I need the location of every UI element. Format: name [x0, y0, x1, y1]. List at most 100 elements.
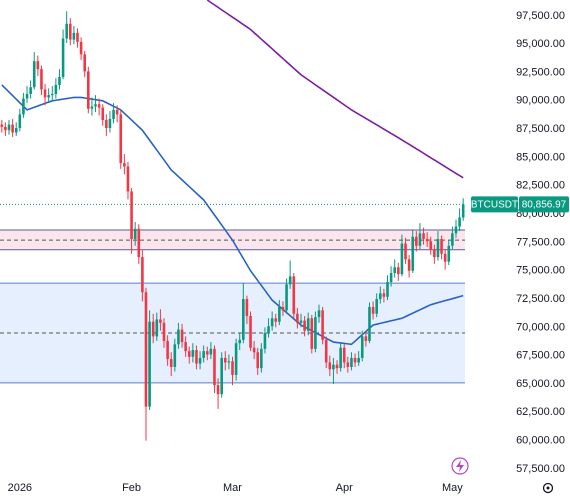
candle-body	[162, 322, 166, 341]
candle-body	[389, 272, 393, 283]
lightning-button[interactable]	[451, 457, 469, 475]
candle-body	[285, 284, 288, 311]
candle-body	[411, 236, 415, 271]
candle-body	[22, 98, 25, 115]
candle-body	[267, 326, 270, 334]
candle-body	[133, 228, 137, 239]
candle-body	[18, 114, 22, 128]
candle-body	[83, 54, 87, 72]
candle-body	[108, 118, 112, 128]
candle-body	[425, 239, 429, 242]
candle-body	[90, 106, 94, 109]
candle-body	[187, 351, 191, 357]
candle-body	[433, 249, 436, 258]
x-tick-label: Mar	[223, 482, 242, 494]
candle-body	[65, 23, 68, 39]
candle-body	[213, 348, 216, 386]
candle-body	[25, 94, 29, 99]
candle-body	[404, 243, 407, 260]
candle-body	[458, 217, 461, 227]
candle-body	[36, 61, 40, 70]
candle-body	[4, 126, 7, 131]
symbol-tag	[471, 196, 518, 213]
candle-body	[101, 107, 105, 121]
candle-body	[87, 71, 90, 109]
candle-body	[303, 320, 306, 331]
settings-icon[interactable]	[542, 482, 554, 494]
candle-body	[332, 364, 335, 370]
candle-body	[342, 347, 346, 363]
candle-body	[155, 319, 159, 337]
y-tick-label: 75,000.00	[516, 265, 565, 277]
candle-body	[191, 350, 195, 357]
moving-average	[1, 84, 464, 346]
candle-body	[386, 282, 389, 297]
price-tag	[519, 196, 569, 213]
y-tick-label: 85,000.00	[516, 151, 565, 163]
y-tick-label: 82,500.00	[516, 180, 565, 192]
candle-body	[317, 310, 321, 318]
candle-body	[461, 204, 465, 218]
candle-body	[281, 306, 285, 311]
candle-body	[105, 120, 108, 128]
y-tick-label: 77,500.00	[516, 236, 565, 248]
y-tick-label: 95,000.00	[516, 38, 565, 50]
price-label: 80,856.97	[522, 200, 567, 211]
moving-average	[206, 0, 464, 179]
y-tick-label: 90,000.00	[516, 95, 565, 107]
candle-body	[292, 276, 296, 314]
candle-body	[119, 114, 123, 164]
x-tick-label: May	[442, 482, 463, 494]
candle-body	[227, 361, 231, 363]
candle-body	[223, 357, 227, 363]
candle-body	[350, 357, 353, 367]
candle-body	[47, 95, 50, 98]
candle-body	[14, 127, 18, 133]
candle-body	[68, 23, 72, 40]
candle-body	[375, 299, 378, 314]
candle-body	[299, 320, 303, 323]
candle-body	[220, 357, 223, 395]
x-tick-label: 2026	[8, 482, 32, 494]
candle-body	[440, 239, 443, 254]
candle-body	[7, 124, 11, 131]
candle-body	[364, 336, 368, 341]
candle-body	[256, 352, 260, 369]
candle-body	[54, 84, 58, 95]
candle-body	[195, 350, 198, 364]
candle-body	[97, 104, 101, 108]
x-tick-label: Apr	[336, 482, 353, 494]
candle-body	[58, 77, 61, 85]
candle-body	[72, 32, 76, 40]
candle-body	[278, 306, 281, 322]
candle-body	[205, 351, 209, 355]
candle-body	[415, 236, 418, 246]
candle-body	[151, 321, 155, 337]
y-tick-label: 70,000.00	[516, 321, 565, 333]
symbol-label: BTCUSDT	[471, 200, 518, 211]
candle-body	[11, 124, 14, 133]
candle-body	[321, 310, 324, 340]
candle-body	[76, 32, 79, 42]
candle-body	[216, 385, 220, 395]
candle-body	[169, 359, 173, 367]
candle-body	[429, 241, 433, 250]
candle-body	[242, 299, 245, 340]
candle-body	[397, 267, 400, 275]
y-tick-label: 60,000.00	[516, 435, 565, 447]
y-tick-label: 62,500.00	[516, 406, 565, 418]
candle-body	[159, 319, 162, 323]
candle-body	[144, 292, 148, 407]
candle-body	[50, 94, 54, 96]
candle-body	[407, 259, 411, 271]
candle-body	[288, 276, 292, 285]
candle-body	[0, 124, 4, 127]
candle-body	[335, 364, 339, 369]
axes: 57,500.00 60,000.00 62,500.00 65,000.00 67,5…	[8, 10, 569, 494]
y-tick-label: 92,500.00	[516, 66, 565, 78]
plot-area	[0, 0, 465, 441]
candle-body	[296, 313, 299, 323]
candle-body	[418, 233, 422, 246]
candle-body	[270, 318, 274, 327]
